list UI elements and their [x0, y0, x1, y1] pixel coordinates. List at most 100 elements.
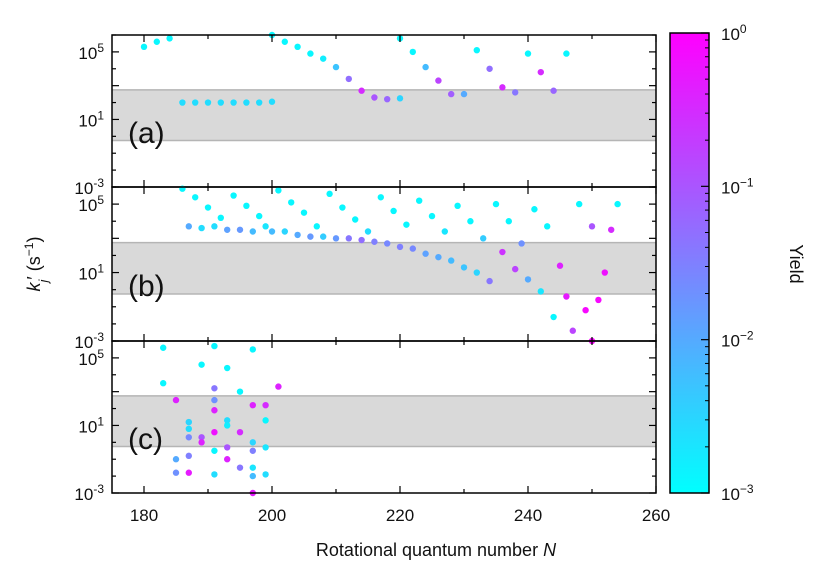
- data-point: [204, 99, 212, 106]
- data-point: [563, 50, 570, 57]
- data-point: [192, 194, 199, 201]
- data-point: [294, 231, 301, 239]
- data-point: [467, 218, 474, 225]
- data-point: [448, 90, 455, 98]
- data-point: [256, 212, 263, 220]
- data-point: [384, 240, 391, 247]
- y-tick-label: 105: [78, 193, 104, 215]
- data-point: [377, 194, 384, 201]
- data-point: [320, 233, 327, 240]
- data-point: [460, 264, 468, 271]
- panel-label: (b): [128, 270, 165, 303]
- colorbar-tick-label: 10−3: [721, 482, 754, 504]
- data-point: [320, 55, 327, 62]
- data-point: [358, 87, 365, 94]
- data-point: [332, 63, 340, 71]
- data-point: [480, 235, 487, 242]
- data-point: [243, 202, 250, 210]
- data-point: [262, 223, 269, 230]
- data-point: [166, 35, 173, 42]
- x-tick-label: 240: [514, 506, 542, 525]
- data-point: [499, 84, 506, 91]
- data-point: [486, 277, 493, 285]
- data-point: [550, 313, 557, 321]
- data-point: [345, 235, 352, 242]
- data-point: [185, 434, 192, 441]
- data-point: [422, 63, 429, 71]
- data-point: [236, 429, 244, 436]
- data-point: [249, 447, 256, 454]
- data-point: [448, 257, 455, 264]
- data-point: [608, 226, 615, 233]
- colorbar-tick-label: 10−2: [721, 329, 754, 351]
- data-point: [371, 94, 378, 101]
- x-tick-label: 180: [130, 506, 158, 525]
- data-point: [262, 471, 269, 478]
- data-point: [614, 200, 621, 208]
- data-point: [249, 346, 256, 353]
- data-point: [396, 95, 404, 102]
- data-point: [288, 199, 295, 206]
- x-tick-label: 260: [642, 506, 670, 525]
- data-point: [544, 223, 551, 230]
- data-point: [384, 95, 391, 103]
- data-point: [524, 50, 532, 57]
- panel-1: 105 101 10-3 (b): [74, 185, 657, 352]
- data-point: [140, 43, 148, 51]
- data-point: [492, 200, 500, 208]
- y-tick-label: 105: [78, 41, 104, 63]
- data-point: [211, 396, 218, 404]
- data-point: [256, 99, 263, 106]
- colorbar-label: Yield: [786, 244, 806, 283]
- data-point: [185, 223, 192, 230]
- data-point: [307, 233, 314, 240]
- y-tick-label: 101: [78, 414, 104, 436]
- data-point: [454, 202, 461, 210]
- x-tick-label: 200: [258, 506, 286, 525]
- data-point: [217, 99, 224, 106]
- data-point: [230, 99, 237, 106]
- colorbar: 100 10−1 10−2 10−3 Yield: [669, 22, 806, 504]
- data-point: [211, 447, 218, 454]
- colorbar-gradient: [669, 32, 710, 494]
- y-tick-label: 101: [78, 262, 104, 284]
- x-axis-label: Rotational quantum number N: [316, 540, 557, 560]
- data-point: [224, 226, 231, 233]
- data-point: [192, 99, 199, 106]
- data-point: [499, 248, 506, 256]
- data-point: [275, 383, 282, 390]
- data-point: [396, 243, 404, 251]
- data-point: [236, 388, 244, 395]
- data-point: [249, 401, 256, 409]
- data-point: [531, 206, 538, 213]
- data-point: [281, 38, 288, 45]
- data-point: [409, 48, 416, 56]
- data-point: [185, 418, 192, 426]
- data-point: [268, 228, 276, 235]
- data-point: [505, 218, 512, 225]
- data-point: [601, 269, 608, 276]
- data-point: [563, 293, 570, 300]
- data-point: [268, 98, 276, 105]
- data-point: [224, 444, 231, 451]
- data-point: [473, 47, 480, 54]
- data-point: [160, 344, 167, 351]
- data-point: [172, 456, 180, 463]
- data-point: [211, 385, 218, 392]
- data-point: [403, 221, 410, 228]
- data-point: [224, 417, 231, 424]
- data-point: [326, 190, 333, 198]
- colorbar-tick-label: 10−1: [721, 175, 754, 197]
- data-point: [473, 269, 480, 276]
- data-point: [198, 434, 205, 441]
- data-point: [217, 214, 224, 221]
- data-point: [153, 38, 160, 45]
- y-axis-label: kj′ (s−1): [22, 237, 51, 292]
- data-point: [339, 204, 346, 211]
- y-tick-label: 10-3: [74, 330, 104, 352]
- colorbar-tick-label: 100: [721, 22, 747, 44]
- data-point: [198, 224, 205, 232]
- data-point: [300, 209, 308, 216]
- data-point: [204, 204, 212, 211]
- data-point: [224, 364, 231, 372]
